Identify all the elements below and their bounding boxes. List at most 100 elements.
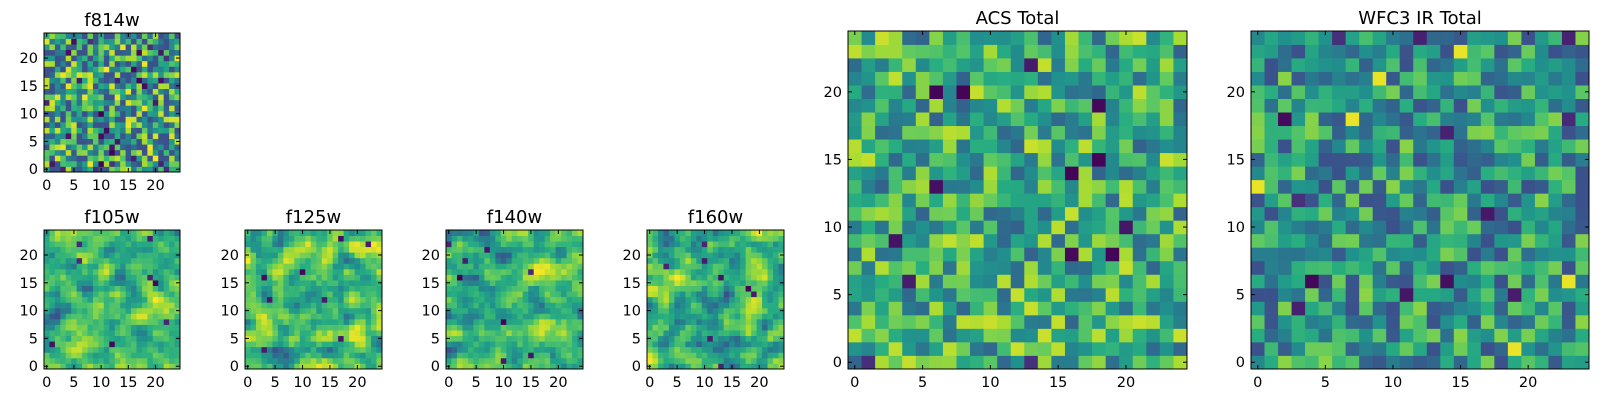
- heatmap-cell: [1318, 166, 1333, 181]
- heatmap-cell: [158, 149, 165, 156]
- heatmap-cell: [1399, 193, 1414, 208]
- heatmap-cell: [561, 324, 567, 331]
- heatmap-cell: [1453, 152, 1468, 167]
- heatmap-cell: [343, 313, 350, 320]
- heatmap-cell: [136, 274, 143, 281]
- heatmap-cell: [1386, 193, 1401, 208]
- heatmap-cell: [1119, 287, 1134, 302]
- heatmap-cell: [371, 307, 377, 314]
- heatmap-cell: [141, 60, 148, 67]
- heatmap-cell: [87, 60, 94, 67]
- heatmap-cell: [489, 268, 496, 275]
- heatmap-cell: [701, 302, 708, 309]
- heatmap-cell: [1453, 328, 1468, 343]
- heatmap-cell: [663, 324, 670, 331]
- heatmap-cell: [136, 71, 143, 78]
- heatmap-cell: [1264, 125, 1279, 140]
- heatmap-cell: [942, 206, 957, 221]
- heatmap-cell: [1159, 85, 1174, 99]
- heatmap-cell: [561, 302, 567, 309]
- heatmap-cell: [250, 346, 257, 353]
- heatmap-cell: [1064, 301, 1079, 316]
- heatmap-cell: [718, 230, 725, 236]
- heatmap-cell: [718, 335, 725, 342]
- heatmap-cell: [114, 116, 121, 123]
- heatmap-cell: [577, 296, 584, 303]
- heatmap-cell: [49, 38, 56, 45]
- heatmap-cell: [1534, 85, 1549, 99]
- heatmap-cell: [1332, 206, 1347, 221]
- heatmap-cell: [76, 324, 83, 331]
- heatmap-cell: [663, 252, 670, 259]
- heatmap-cell: [875, 31, 890, 45]
- heatmap-cell: [1078, 139, 1093, 154]
- heatmap-cell: [942, 152, 957, 167]
- heatmap-cell: [92, 352, 99, 359]
- heatmap-cell: [131, 291, 137, 298]
- heatmap-cell: [1534, 328, 1549, 343]
- heatmap-cell: [49, 341, 56, 348]
- heatmap-cell: [478, 318, 485, 325]
- heatmap-cell: [533, 285, 540, 292]
- heatmap-cell: [174, 116, 181, 123]
- heatmap-cell: [1453, 233, 1468, 248]
- heatmap-cell: [1521, 301, 1536, 316]
- heatmap-cell: [685, 263, 692, 270]
- heatmap-cell: [942, 328, 957, 343]
- heatmap-cell: [158, 138, 165, 145]
- heatmap-cell: [983, 125, 998, 140]
- heatmap-cell: [125, 149, 132, 156]
- heatmap-cell: [131, 88, 137, 95]
- heatmap-cell: [1119, 71, 1134, 86]
- heatmap-cell: [54, 285, 61, 292]
- heatmap-cell: [136, 324, 143, 331]
- heatmap-cell: [82, 83, 88, 89]
- heatmap-cell: [365, 363, 372, 370]
- heatmap-cell: [65, 94, 72, 101]
- heatmap-cell: [729, 318, 736, 325]
- heatmap-cell: [478, 341, 485, 348]
- heatmap-cell: [767, 302, 774, 309]
- heatmap-cell: [718, 274, 725, 281]
- heatmap-cell: [147, 33, 154, 39]
- x-tick-label: 10: [981, 375, 999, 391]
- heatmap-cell: [1345, 220, 1360, 235]
- heatmap-cell: [875, 152, 890, 167]
- heatmap-cell: [147, 241, 154, 248]
- heatmap-cell: [555, 252, 562, 259]
- heatmap-cell: [338, 324, 345, 331]
- heatmap-cell: [942, 247, 957, 262]
- heatmap-cell: [65, 230, 72, 236]
- heatmap-cell: [131, 105, 137, 112]
- heatmap-cell: [174, 66, 181, 73]
- heatmap-cell: [740, 330, 747, 337]
- heatmap-cell: [245, 346, 251, 353]
- heatmap-cell: [740, 241, 747, 248]
- heatmap-cell: [169, 66, 175, 73]
- heatmap-cell: [114, 302, 121, 309]
- heatmap-cell: [147, 105, 154, 112]
- heatmap-cell: [305, 330, 312, 337]
- heatmap-cell: [49, 346, 56, 353]
- heatmap-cell: [544, 352, 551, 359]
- heatmap-cell: [98, 49, 105, 56]
- heatmap-cell: [1372, 31, 1387, 45]
- heatmap-cell: [773, 246, 779, 253]
- heatmap-cell: [550, 357, 556, 364]
- heatmap-cell: [349, 241, 355, 248]
- heatmap-cell: [970, 179, 984, 194]
- heatmap-cell: [740, 363, 747, 370]
- heatmap-cell: [888, 179, 903, 194]
- heatmap-cell: [517, 235, 524, 242]
- heatmap-cell: [528, 280, 535, 286]
- heatmap-cell: [848, 71, 862, 86]
- heatmap-cell: [495, 274, 502, 281]
- heatmap-cell: [1548, 233, 1563, 248]
- heatmap-cell: [762, 268, 768, 275]
- heatmap-cell: [49, 127, 56, 134]
- heatmap-cell: [506, 230, 513, 236]
- heatmap-cell: [1467, 179, 1482, 194]
- heatmap-cell: [92, 116, 99, 123]
- heatmap-cell: [550, 346, 556, 353]
